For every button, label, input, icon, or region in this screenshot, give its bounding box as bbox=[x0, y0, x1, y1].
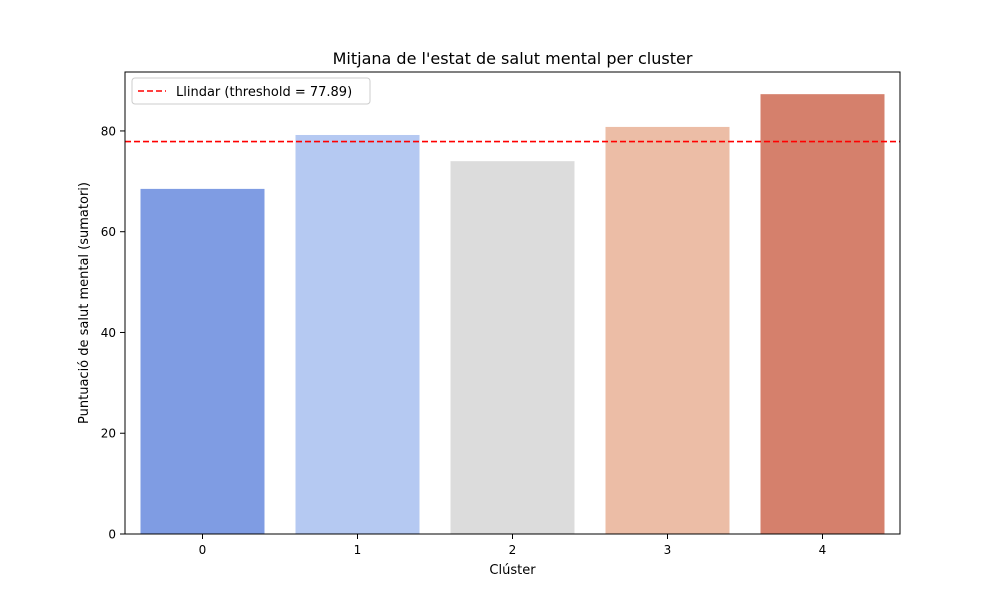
x-tick-label: 1 bbox=[354, 543, 362, 557]
bar-cluster-3 bbox=[605, 126, 730, 535]
y-axis-label: Puntuació de salut mental (sumatori) bbox=[77, 182, 92, 424]
chart-title: Mitjana de l'estat de salut mental per c… bbox=[333, 49, 693, 68]
x-tick-label: 3 bbox=[664, 543, 672, 557]
bar-cluster-0 bbox=[140, 188, 265, 534]
bar-cluster-1 bbox=[295, 134, 420, 534]
y-tick-label: 0 bbox=[108, 528, 116, 542]
y-axis: 0 20 40 60 80 bbox=[101, 124, 125, 542]
bar-cluster-4 bbox=[760, 94, 885, 534]
y-tick-label: 80 bbox=[101, 124, 116, 138]
y-tick-label: 40 bbox=[101, 326, 116, 340]
y-tick-label: 60 bbox=[101, 225, 116, 239]
x-tick-label: 0 bbox=[199, 543, 207, 557]
x-axis: 0 1 2 3 4 bbox=[199, 534, 827, 557]
y-tick-label: 20 bbox=[101, 427, 116, 441]
bars-group bbox=[140, 94, 885, 535]
x-tick-label: 4 bbox=[819, 543, 827, 557]
legend-box bbox=[131, 77, 371, 105]
legend: Llindar (threshold = 77.89) bbox=[131, 77, 371, 105]
legend-threshold-label: Llindar (threshold = 77.89) bbox=[176, 85, 352, 100]
plot-frame bbox=[124, 71, 901, 535]
bar-cluster-2 bbox=[450, 161, 575, 534]
x-axis-label: Clúster bbox=[489, 563, 536, 578]
x-tick-label: 2 bbox=[509, 543, 517, 557]
